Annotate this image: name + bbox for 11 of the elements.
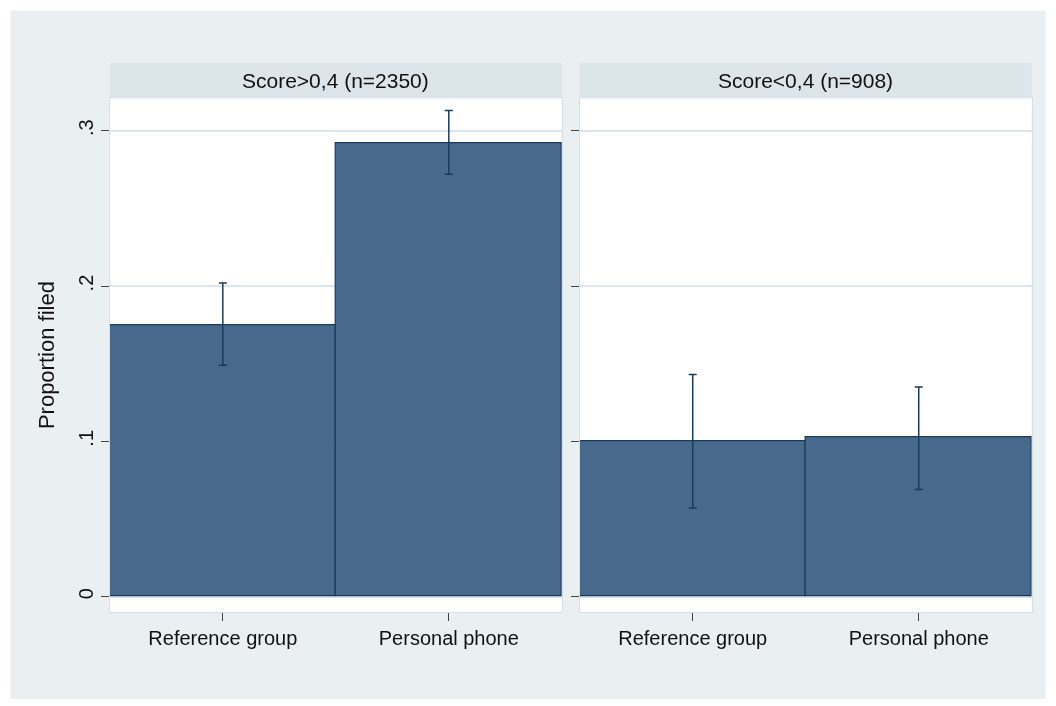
chart-title: Score<0,4 (n=908) <box>718 69 894 92</box>
y-tick-label: .1 <box>74 429 97 447</box>
x-tick-label: Personal phone <box>378 627 519 650</box>
x-tick-label: Reference group <box>618 627 768 650</box>
chart-title: Score>0,4 (n=2350) <box>242 69 429 92</box>
x-tick-label: Reference group <box>148 627 298 650</box>
y-tick-label: .2 <box>74 274 97 292</box>
y-tick-label: .3 <box>74 119 97 137</box>
y-axis-title: Proportion filed <box>33 281 59 430</box>
y-tick-label: 0 <box>74 588 97 600</box>
x-tick-label: Personal phone <box>848 627 989 650</box>
